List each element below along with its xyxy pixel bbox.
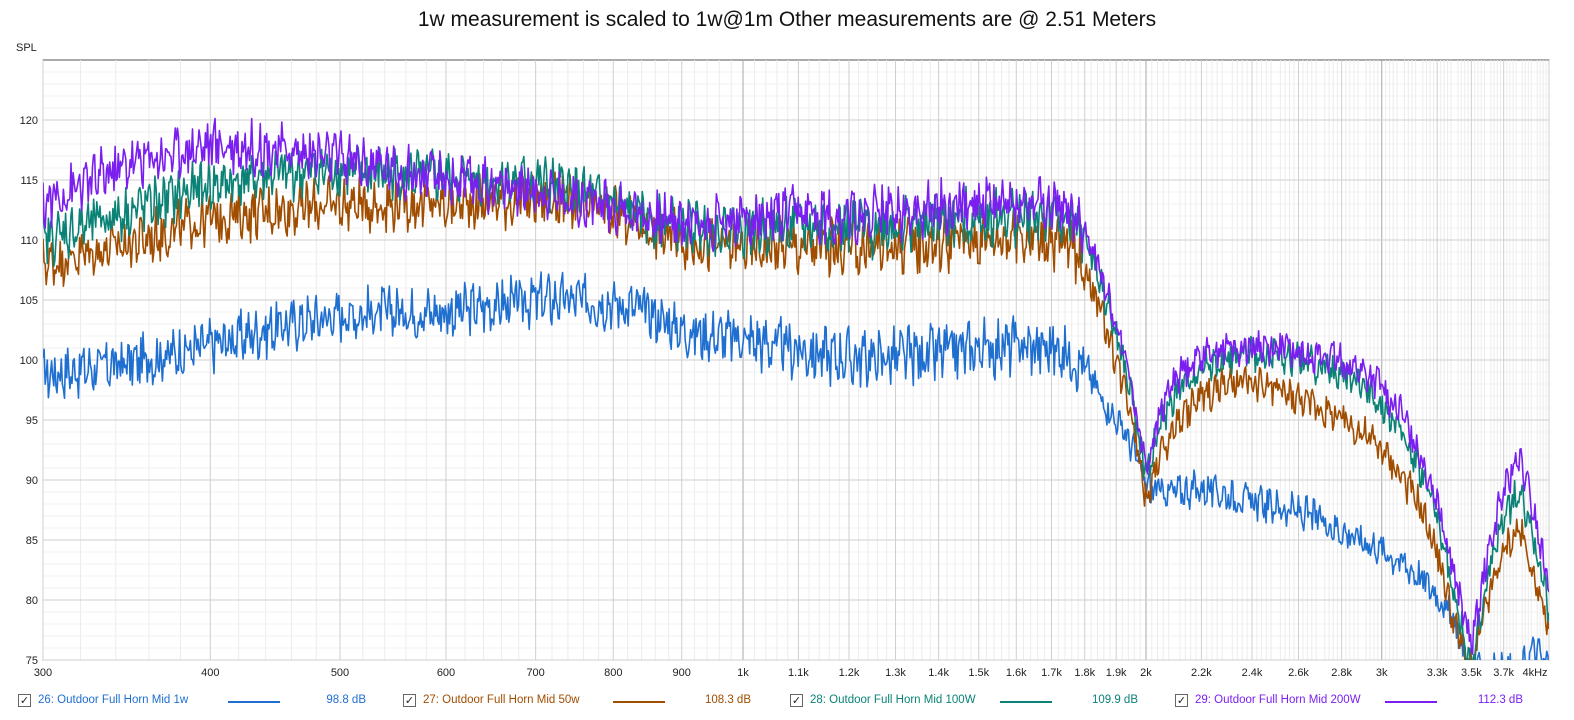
- x-tick-label: 3.7k: [1493, 667, 1514, 679]
- x-tick-label: 700: [526, 667, 544, 679]
- legend-checkbox[interactable]: ✓: [1175, 694, 1188, 707]
- legend-item[interactable]: ✓ 28: Outdoor Full Horn Mid 100W 109.9 dB: [790, 691, 1160, 715]
- x-tick-label: 2.4k: [1242, 667, 1263, 679]
- legend-series-name: 26: Outdoor Full Horn Mid 1w: [38, 694, 189, 706]
- chart-title: 1w measurement is scaled to 1w@1m Other …: [417, 8, 1157, 31]
- y-tick-label: 75: [26, 655, 38, 667]
- x-tick-label: 800: [604, 667, 622, 679]
- legend-value: 109.9 dB: [1091, 694, 1138, 706]
- y-tick-label: 90: [26, 475, 38, 487]
- legend-checkbox[interactable]: ✓: [18, 694, 31, 707]
- x-tick-label: 2.2k: [1191, 667, 1212, 679]
- y-tick-label: 80: [26, 595, 38, 607]
- y-tick-label: 100: [20, 355, 38, 367]
- legend-swatch: [613, 701, 665, 703]
- x-tick-label: 2.8k: [1331, 667, 1352, 679]
- series-line: [43, 171, 1549, 660]
- x-tick-label: 500: [331, 667, 349, 679]
- legend-swatch: [1385, 701, 1437, 703]
- x-tick-label: 300: [34, 667, 52, 679]
- x-tick-label: 4kHz: [1522, 667, 1547, 679]
- x-tick-label: 1.4k: [928, 667, 949, 679]
- legend-checkbox[interactable]: ✓: [403, 694, 416, 707]
- x-tick-label: 3k: [1376, 667, 1388, 679]
- x-tick-label: 1.8k: [1074, 667, 1095, 679]
- legend-series-name: 27: Outdoor Full Horn Mid 50w: [423, 694, 580, 706]
- legend-value: 108.3 dB: [704, 694, 751, 706]
- legend-item[interactable]: ✓ 27: Outdoor Full Horn Mid 50w 108.3 dB: [403, 691, 773, 715]
- legend-swatch: [228, 701, 280, 703]
- x-tick-label: 1k: [737, 667, 749, 679]
- x-tick-label: 2k: [1140, 667, 1152, 679]
- legend-item[interactable]: ✓ 29: Outdoor Full Horn Mid 200W 112.3 dB: [1175, 691, 1545, 715]
- legend: ✓ 26: Outdoor Full Horn Mid 1w 98.8 dB ✓ 27:…: [0, 691, 1574, 717]
- y-tick-label: 85: [26, 535, 38, 547]
- y-tick-label: 105: [20, 295, 38, 307]
- legend-item[interactable]: ✓ 26: Outdoor Full Horn Mid 1w 98.8 dB: [18, 691, 388, 715]
- legend-swatch: [1000, 701, 1052, 703]
- series-line: [43, 271, 1549, 660]
- x-tick-label: 900: [673, 667, 691, 679]
- y-tick-label: 115: [20, 175, 38, 187]
- y-tick-label: 120: [20, 115, 38, 127]
- plot-area: 300 400 500 600 700 800 900 1k 1.1k 1.2k 1.3k 1.4k 1…: [20, 59, 1550, 679]
- legend-value: 112.3 dB: [1477, 694, 1523, 706]
- legend-checkbox[interactable]: ✓: [790, 694, 803, 707]
- x-tick-label: 3.5k: [1461, 667, 1482, 679]
- x-tick-label: 2.6k: [1288, 667, 1309, 679]
- y-axis-label: SPL: [16, 42, 37, 54]
- x-tick-label: 400: [201, 667, 219, 679]
- x-tick-label: 600: [437, 667, 455, 679]
- x-tick-label: 3.3k: [1427, 667, 1448, 679]
- x-tick-label: 1.6k: [1006, 667, 1027, 679]
- legend-series-name: 29: Outdoor Full Horn Mid 200W: [1195, 694, 1361, 706]
- series-line: [43, 117, 1549, 655]
- x-tick-label: 1.9k: [1106, 667, 1127, 679]
- x-tick-label: 1.7k: [1041, 667, 1062, 679]
- x-tick-label: 1.5k: [968, 667, 989, 679]
- y-tick-label: 110: [20, 235, 38, 247]
- y-tick-label: 95: [26, 415, 38, 427]
- x-tick-label: 1.1k: [788, 667, 809, 679]
- x-tick-label: 1.3k: [885, 667, 906, 679]
- legend-series-name: 28: Outdoor Full Horn Mid 100W: [810, 694, 976, 706]
- x-tick-label: 1.2k: [839, 667, 860, 679]
- legend-value: 98.8 dB: [326, 694, 366, 706]
